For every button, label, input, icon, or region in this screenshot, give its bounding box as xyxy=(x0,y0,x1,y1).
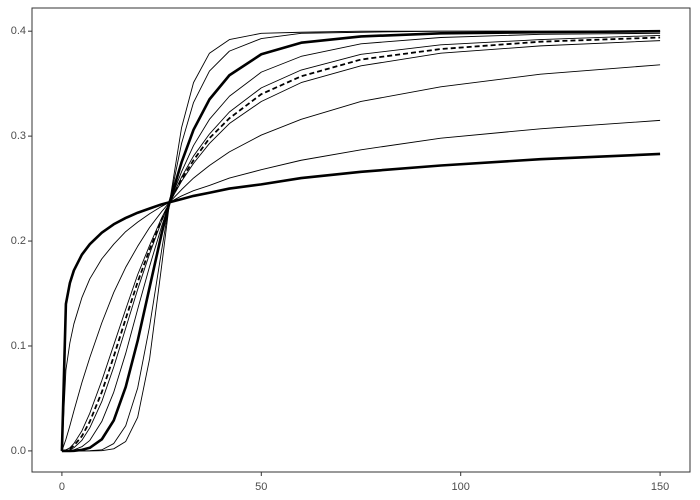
x-tick-label: 150 xyxy=(651,481,669,493)
y-tick-label: 0.0 xyxy=(11,445,26,457)
y-tick-label: 0.1 xyxy=(11,340,26,352)
line-series xyxy=(61,34,661,452)
x-tick-label: 50 xyxy=(255,481,267,493)
x-tick-label: 0 xyxy=(59,481,65,493)
y-tick-label: 0.2 xyxy=(11,235,26,247)
y-tick-label: 0.3 xyxy=(11,130,26,142)
x-tick-label: 100 xyxy=(452,481,470,493)
line-series xyxy=(61,32,661,452)
y-tick-label: 0.4 xyxy=(11,25,26,37)
line-series xyxy=(61,30,661,452)
panel-border xyxy=(31,7,691,473)
line-series xyxy=(61,119,661,451)
line-series xyxy=(61,64,661,452)
line-series xyxy=(61,29,661,453)
line-series xyxy=(60,152,661,451)
